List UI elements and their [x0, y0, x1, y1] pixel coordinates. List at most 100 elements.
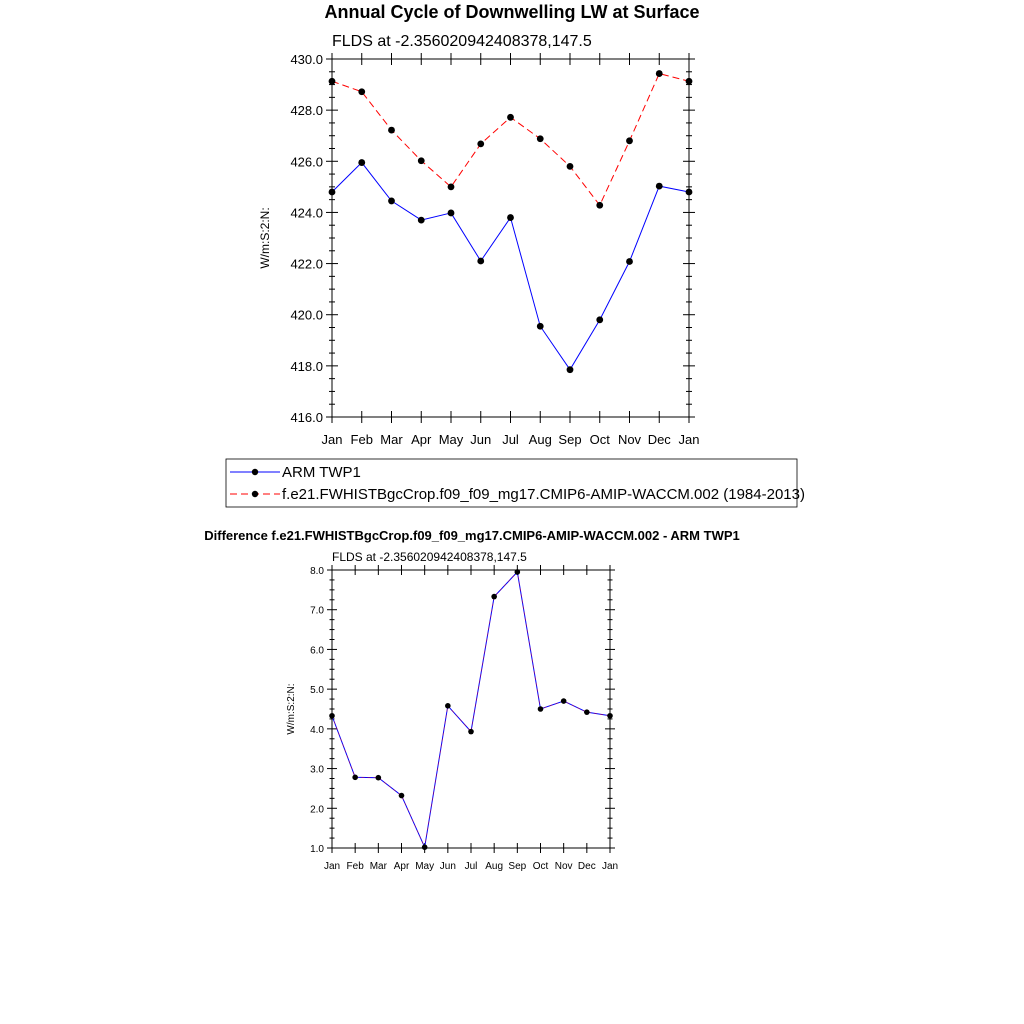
data-point [607, 712, 613, 719]
data-point [477, 140, 485, 148]
data-point [685, 188, 693, 196]
data-point [352, 774, 358, 781]
y-tick-label: 6.0 [310, 645, 324, 656]
data-point [329, 712, 335, 719]
data-point [398, 792, 405, 799]
data-point [626, 258, 633, 265]
data-point [421, 844, 428, 851]
legend-marker-model [251, 490, 259, 498]
x-tick-label: May [415, 861, 434, 872]
x-tick-label: Jul [465, 861, 478, 872]
x-tick-label: Sep [558, 432, 581, 447]
x-tick-label: Aug [485, 861, 503, 872]
y-tick-label: 426.0 [290, 154, 323, 169]
legend-box [225, 458, 798, 508]
chart-subtitle: FLDS at -2.356020942408378,147.5 [332, 33, 592, 50]
difference-chart: Difference f.e21.FWHISTBgcCrop.f09_f09_m… [204, 528, 740, 872]
data-point [514, 569, 521, 575]
data-point [328, 188, 336, 196]
x-tick-label: Feb [351, 432, 373, 447]
data-point [566, 163, 574, 170]
legend-label-arm: ARM TWP1 [282, 464, 361, 481]
data-point [685, 77, 693, 85]
y-tick-label: 7.0 [310, 606, 324, 617]
data-point [596, 201, 604, 209]
y-tick-label: 418.0 [290, 359, 323, 374]
difference-y-axis-label: W/m:S:2:N: [286, 683, 297, 734]
x-tick-label: Nov [618, 432, 642, 447]
annual-cycle-chart: Annual Cycle of Downwelling LW at Surfac… [258, 2, 700, 447]
data-point [536, 135, 544, 143]
y-tick-label: 3.0 [310, 765, 324, 776]
x-tick-label: May [439, 432, 464, 447]
data-point [626, 137, 633, 145]
data-point [566, 366, 574, 374]
data-point [507, 113, 514, 121]
x-tick-label: Aug [529, 432, 552, 447]
x-tick-label: Dec [578, 861, 596, 872]
y-tick-label: 4.0 [310, 725, 324, 736]
data-point [447, 209, 455, 217]
data-point [447, 183, 455, 191]
x-tick-label: Apr [394, 861, 410, 872]
x-tick-label: Nov [555, 861, 573, 872]
data-point [375, 774, 382, 781]
data-point [596, 316, 604, 324]
x-tick-label: Jun [440, 861, 456, 872]
series-line-1 [331, 72, 690, 207]
data-point [491, 593, 497, 600]
axes-ticks: Jan Feb Mar Apr May Jun Jul Aug Sep Oct Nov Dec Jan 4… [290, 52, 699, 447]
data-point [388, 126, 395, 134]
legend-marker-arm [251, 468, 259, 476]
y-tick-label: 1.0 [310, 844, 324, 855]
y-tick-label: 430.0 [290, 52, 323, 67]
legend-label-model: f.e21.FWHISTBgcCrop.f09_f09_mg17.CMIP6-A… [282, 486, 805, 503]
y-tick-label: 8.0 [310, 566, 324, 577]
data-point [445, 703, 451, 709]
x-tick-label: Apr [411, 432, 432, 447]
data-point [468, 728, 474, 735]
data-point [358, 88, 366, 96]
data-point [358, 159, 366, 166]
series-overlay-line-0 [331, 571, 611, 849]
chart-title: Annual Cycle of Downwelling LW at Surfac… [324, 2, 699, 22]
legend: ARM TWP1 f.e21.FWHISTBgcCrop.f09_f09_mg1… [225, 458, 805, 508]
difference-plot-frame [331, 569, 611, 849]
y-tick-label: 420.0 [290, 308, 323, 323]
series-line-0 [331, 570, 611, 849]
x-tick-label: Mar [370, 861, 388, 872]
x-tick-label: Jun [470, 432, 491, 447]
difference-series-group [329, 569, 613, 851]
series-line-0 [331, 161, 690, 371]
y-axis-label: W/m:S:2:N: [258, 207, 272, 268]
data-point [388, 197, 395, 205]
x-tick-label: Jan [322, 432, 343, 447]
x-tick-label: Sep [508, 861, 526, 872]
x-tick-label: Oct [533, 861, 549, 872]
difference-subtitle: FLDS at -2.356020942408378,147.5 [332, 550, 527, 564]
data-point [507, 214, 514, 221]
plot-frame [331, 58, 690, 418]
y-tick-label: 416.0 [290, 410, 323, 425]
y-tick-label: 422.0 [290, 257, 323, 272]
y-tick-label: 428.0 [290, 103, 323, 118]
y-tick-label: 2.0 [310, 804, 324, 815]
series-group [328, 70, 693, 374]
x-tick-label: Feb [347, 861, 365, 872]
data-point [655, 70, 663, 77]
data-point [655, 182, 663, 190]
difference-title: Difference f.e21.FWHISTBgcCrop.f09_f09_m… [204, 528, 740, 543]
x-tick-label: Oct [590, 432, 611, 447]
data-point [537, 706, 544, 712]
difference-axes-ticks: Jan Feb Mar Apr May Jun Jul Aug Sep Oct Nov Dec Jan1… [310, 565, 618, 872]
data-point [417, 216, 425, 224]
data-point [560, 698, 567, 704]
x-tick-label: Jan [602, 861, 618, 872]
data-point [328, 77, 336, 85]
x-tick-label: Mar [380, 432, 403, 447]
y-tick-label: 5.0 [310, 685, 324, 696]
y-tick-label: 424.0 [290, 205, 323, 220]
data-point [477, 257, 485, 265]
data-point [584, 709, 590, 715]
